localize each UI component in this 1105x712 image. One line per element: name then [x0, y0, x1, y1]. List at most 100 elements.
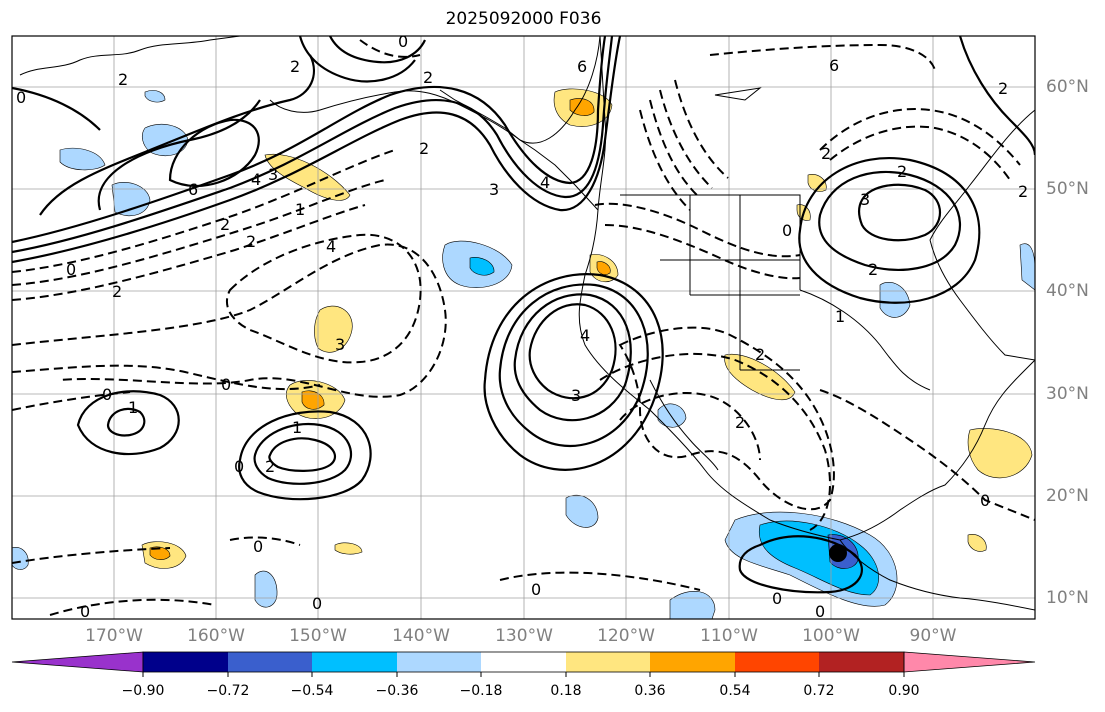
contour-label: 2 [998, 79, 1008, 98]
shaded-anomalies [12, 88, 1035, 619]
contour-label: 3 [268, 165, 278, 184]
lat-label: 50°N [1046, 179, 1089, 199]
contour-label: 0 [234, 457, 244, 476]
colorbar-tick-label: −0.36 [375, 683, 419, 699]
shade-orange-1 [569, 98, 595, 116]
map-title: 2025092000 F036 [445, 9, 602, 29]
shade-yellow-5 [724, 353, 796, 401]
graticule [12, 36, 1035, 619]
map-frame [11, 35, 1036, 620]
contour-label: 1 [295, 200, 305, 219]
lat-label: 10°N [1046, 588, 1089, 608]
contour-label: 2 [118, 70, 128, 89]
colorbar-tick-label: 0.90 [888, 683, 920, 699]
contour-label: 1 [128, 398, 138, 417]
contour-label: 2 [423, 68, 433, 87]
colorbar-bin [228, 652, 312, 672]
colorbar-tick-label: 0.18 [550, 683, 582, 699]
shade-blue-pacific-2 [565, 494, 599, 528]
contour-label: 2 [755, 345, 765, 364]
contour-label: 3 [489, 180, 499, 199]
contour-label: 0 [16, 88, 26, 107]
contour-label: 4 [580, 326, 590, 345]
lat-label: 40°N [1046, 281, 1089, 301]
colorbar-tick-label: 0.36 [634, 683, 666, 699]
lon-label: 150°W [289, 626, 347, 646]
contour-label: 6 [188, 180, 198, 199]
shade-blue-baja [657, 403, 687, 428]
colorbar-bin [819, 652, 904, 672]
contour-label: 2 [868, 260, 878, 279]
colorbar-tick-label: −0.18 [459, 683, 503, 699]
contour-label: 4 [326, 237, 336, 256]
shade-yellow-10 [807, 174, 827, 192]
shade-yellow-9 [334, 542, 363, 555]
shade-blue-southwest [669, 591, 716, 619]
contour-label: 1 [835, 307, 845, 326]
shade-blue-ne-2 [1019, 243, 1035, 291]
contour-label: 4 [251, 170, 261, 189]
lon-label: 170°W [85, 626, 143, 646]
colorbar-bin [312, 652, 397, 672]
contour-label: 3 [335, 335, 345, 354]
contour-label: 2 [821, 144, 831, 163]
contour-label: 0 [221, 375, 231, 394]
lon-label: 120°W [597, 626, 655, 646]
colorbar-bin [481, 652, 566, 672]
shade-blue-gulf-alaska-core [469, 257, 495, 276]
contour-label: 0 [66, 260, 76, 279]
shade-orange-4 [149, 546, 171, 560]
shade-blue-pacific-1 [254, 570, 278, 608]
contour-label: 6 [577, 57, 587, 76]
colorbar-tick-label: 0.54 [719, 683, 751, 699]
contours-positive [12, 36, 1035, 594]
colorbar-extend-high [903, 651, 1036, 673]
contour-labels: 0 2 6 2 2 0 6 6 4 3 2 1 2 4 0 2 3 0 3 4 … [16, 32, 1028, 621]
contour-label: 0 [531, 580, 541, 599]
lat-label: 30°N [1046, 384, 1089, 404]
contour-label: 1 [292, 418, 302, 437]
contour-label: 2 [265, 457, 275, 476]
colorbar-bin [566, 652, 650, 672]
lat-label: 60°N [1046, 77, 1089, 97]
colorbar-tick-label: −0.72 [206, 683, 250, 699]
shade-orange-2 [301, 390, 325, 410]
contour-label: 0 [815, 602, 825, 621]
colorbar [11, 651, 1036, 677]
contour-label: 0 [102, 385, 112, 404]
contour-label: 3 [571, 386, 581, 405]
contour-label: 2 [1018, 182, 1028, 201]
lon-label: 130°W [495, 626, 553, 646]
contour-label: 0 [782, 221, 792, 240]
marker-dot [829, 544, 847, 562]
colorbar-tick-label: −0.54 [290, 683, 334, 699]
colorbar-tick-label: −0.90 [121, 683, 165, 699]
shade-yellow-12 [967, 534, 987, 552]
colorbar-bin [143, 652, 228, 672]
shade-yellow-3 [314, 305, 353, 353]
contour-label: 0 [253, 537, 263, 556]
shade-blue-ne-1 [879, 282, 911, 318]
contour-label: 4 [540, 173, 550, 192]
contour-label: 2 [112, 282, 122, 301]
lon-label: 100°W [802, 626, 860, 646]
shade-yellow-7 [967, 428, 1033, 479]
contours-negative [12, 39, 1035, 616]
contour-label: 2 [246, 232, 256, 251]
lon-label: 90°W [909, 626, 957, 646]
contour-label: 2 [220, 215, 230, 234]
colorbar-tick-label: 0.72 [803, 683, 835, 699]
contour-label: 2 [735, 413, 745, 432]
colorbar-bin [397, 652, 481, 672]
contour-label: 0 [312, 594, 322, 613]
contour-label: 0 [772, 589, 782, 608]
shade-blue-aleutian-3 [59, 147, 106, 171]
contour-label: 3 [860, 190, 870, 209]
contour-label: 0 [398, 32, 408, 51]
shade-blue-far-west [12, 547, 29, 570]
contour-label: 6 [829, 56, 839, 75]
contour-label: 2 [897, 162, 907, 181]
lon-label: 160°W [187, 626, 245, 646]
colorbar-bin [650, 652, 735, 672]
